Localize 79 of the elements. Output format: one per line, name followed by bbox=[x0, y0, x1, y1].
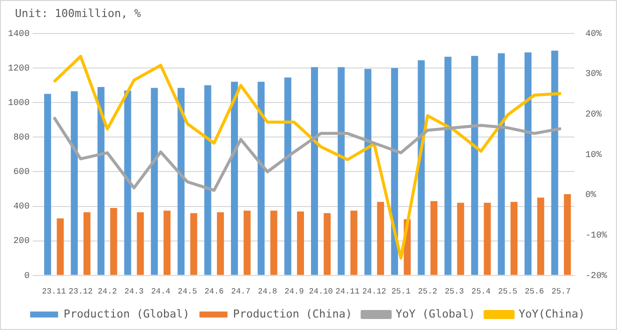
legend-label: YoY(China) bbox=[518, 307, 585, 320]
y2-tick-label: 30% bbox=[585, 69, 602, 80]
y-tick-label: 1200 bbox=[8, 63, 30, 74]
bar bbox=[364, 68, 372, 275]
x-tick-label: 25.1 bbox=[391, 287, 411, 296]
bar bbox=[350, 210, 358, 275]
y-tick-label: 600 bbox=[13, 167, 30, 178]
x-tick-label: 23.11 bbox=[42, 287, 66, 296]
x-tick-label: 24.5 bbox=[178, 287, 198, 296]
y2-tick-label: 0% bbox=[585, 190, 597, 200]
bar bbox=[311, 67, 318, 275]
bar bbox=[216, 212, 224, 275]
x-tick-label: 24.3 bbox=[124, 287, 144, 296]
chart-title: Unit: 100million, % bbox=[15, 7, 141, 20]
bar bbox=[471, 56, 478, 275]
bar bbox=[430, 201, 438, 275]
y-tick-label: 0 bbox=[24, 270, 30, 281]
bar bbox=[150, 88, 158, 275]
y-tick-label: 1000 bbox=[8, 98, 30, 108]
y2-tick-label: 10% bbox=[585, 150, 602, 160]
bar bbox=[110, 208, 118, 275]
x-tick-label: 25.3 bbox=[444, 287, 464, 296]
y-tick-label: 400 bbox=[13, 202, 30, 212]
bar bbox=[564, 194, 571, 275]
bar bbox=[136, 212, 144, 275]
x-tick-label: 24.6 bbox=[204, 287, 224, 296]
y2-tick-label: -20% bbox=[585, 270, 608, 281]
bar bbox=[56, 218, 64, 275]
bar bbox=[270, 210, 278, 275]
x-tick-label: 24.7 bbox=[231, 287, 251, 296]
x-tick-label: 23.12 bbox=[68, 287, 93, 296]
y2-tick-label: 20% bbox=[585, 109, 602, 120]
bar bbox=[244, 210, 251, 275]
x-tick-label: 24.2 bbox=[98, 287, 118, 296]
x-tick-label: 25.4 bbox=[471, 287, 491, 296]
bar bbox=[83, 212, 90, 275]
legend-label: YoY (Global) bbox=[396, 307, 476, 320]
bar bbox=[457, 202, 464, 275]
bar bbox=[124, 90, 132, 275]
x-tick-label: 24.10 bbox=[308, 287, 334, 296]
bar bbox=[537, 198, 544, 275]
bar bbox=[418, 60, 425, 275]
y-tick-label: 800 bbox=[13, 132, 30, 143]
bar bbox=[444, 56, 452, 275]
x-tick-label: 25.5 bbox=[498, 287, 518, 296]
y-tick-label: 200 bbox=[13, 236, 30, 246]
y2-tick-label: -10% bbox=[585, 230, 608, 240]
bar bbox=[338, 67, 345, 275]
bar bbox=[297, 211, 304, 275]
x-tick-label: 24.4 bbox=[151, 287, 171, 296]
bar bbox=[204, 85, 212, 275]
x-tick-label: 24.12 bbox=[362, 287, 386, 296]
bar bbox=[551, 50, 558, 275]
bar bbox=[230, 82, 238, 275]
x-tick-label: 24.8 bbox=[258, 287, 278, 296]
bar bbox=[44, 94, 52, 275]
bar bbox=[524, 52, 532, 275]
bar bbox=[284, 77, 292, 275]
y2-tick-label: 40% bbox=[585, 28, 602, 39]
bar bbox=[258, 82, 265, 275]
bar bbox=[510, 202, 518, 275]
x-tick-label: 25.2 bbox=[418, 287, 438, 296]
x-tick-label: 24.11 bbox=[336, 287, 360, 296]
x-tick-label: 25.7 bbox=[551, 287, 571, 296]
bar bbox=[190, 213, 198, 275]
x-tick-label: 25.6 bbox=[524, 287, 544, 296]
bar bbox=[178, 88, 185, 275]
x-tick-label: 24.9 bbox=[284, 287, 304, 296]
bar bbox=[164, 210, 171, 275]
bar bbox=[98, 86, 104, 275]
bar bbox=[377, 202, 384, 275]
bar bbox=[324, 213, 331, 275]
y-tick-label: 1400 bbox=[8, 28, 30, 39]
bar bbox=[498, 53, 505, 275]
bar bbox=[391, 68, 398, 275]
bar bbox=[484, 202, 491, 275]
legend-label: Production (China) bbox=[232, 307, 352, 320]
legend-label: Production (Global) bbox=[64, 307, 190, 320]
bar bbox=[70, 91, 78, 275]
